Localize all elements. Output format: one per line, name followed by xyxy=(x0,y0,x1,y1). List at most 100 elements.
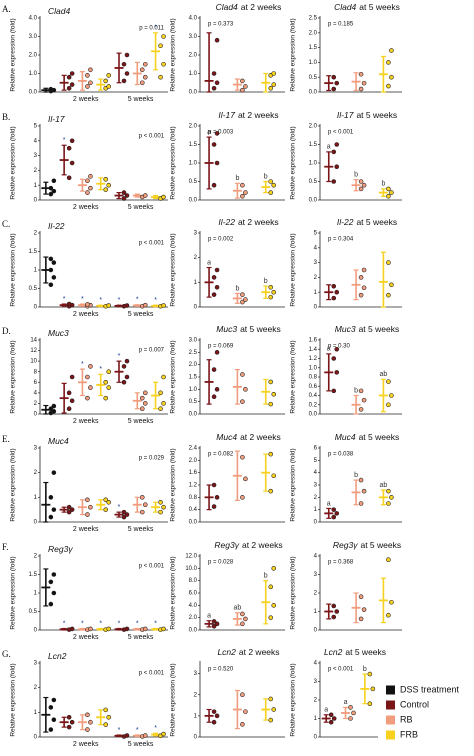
y-tick-label: 1.0 xyxy=(189,387,198,393)
y-axis-label: Relative expression (fold) xyxy=(170,663,177,736)
y-tick-label: 8.0 xyxy=(189,578,198,584)
data-point xyxy=(331,86,337,92)
y-tick-label: 1.0 xyxy=(309,60,318,66)
data-point xyxy=(271,182,277,188)
panel-title: Muc3 at 5 weeks xyxy=(216,324,280,334)
gene-name: Clad4 xyxy=(334,2,356,12)
data-point xyxy=(48,282,54,288)
y-tick-label: 1.0 xyxy=(189,71,198,77)
data-point xyxy=(268,488,274,494)
p-value: p = 0.028 xyxy=(208,560,234,566)
panel-letter: B. xyxy=(2,112,10,122)
data-point xyxy=(85,302,90,307)
data-point xyxy=(51,470,57,475)
y-tick-label: 2.4 xyxy=(189,446,198,452)
panel-title: Muc3 at 5 weeks xyxy=(335,324,399,334)
data-point xyxy=(139,395,145,401)
y-tick-label: 0.5 xyxy=(29,609,38,615)
y-tick-label: 2 xyxy=(314,591,318,597)
data-point xyxy=(358,86,364,92)
data-point xyxy=(240,692,245,698)
data-point xyxy=(211,504,217,509)
data-point xyxy=(88,385,93,390)
data-point xyxy=(211,71,217,76)
y-tick-label: 2.0 xyxy=(189,53,198,59)
data-point xyxy=(85,512,90,517)
y-tick-label: 4 xyxy=(314,245,318,251)
data-point xyxy=(121,514,127,520)
y-tick-label: 3 xyxy=(314,679,318,685)
data-point xyxy=(161,626,166,632)
panel: Il-22 at 2 weeks p = 0.002 Relative express… xyxy=(170,217,285,311)
legend-label: FRB xyxy=(400,729,418,739)
data-point xyxy=(161,374,166,380)
title-suffix: at 5 weeks xyxy=(345,647,386,657)
y-axis-label: Relative expression (fold) xyxy=(290,556,297,629)
y-tick-label: 1 xyxy=(34,710,38,716)
y-tick-label: 0.5 xyxy=(309,179,318,185)
y-tick-label: 1.2 xyxy=(189,483,198,489)
y-tick-label: 0.0 xyxy=(309,412,318,418)
gene-name: Il-22 xyxy=(48,221,65,231)
data-point xyxy=(85,84,90,89)
y-tick-label: 10.0 xyxy=(185,566,197,572)
significance-label: b xyxy=(235,285,239,292)
data-point xyxy=(331,74,337,80)
gene-name: Il-17 xyxy=(337,110,354,120)
y-tick-label: 4 xyxy=(34,138,38,144)
y-tick-label: 10 xyxy=(30,359,37,365)
data-point xyxy=(124,303,130,308)
data-point xyxy=(240,292,245,297)
y-tick-label: 0.0 xyxy=(189,198,198,204)
y-tick-label: 3 xyxy=(34,153,38,159)
x-group-label: 5 weeks xyxy=(128,418,154,425)
data-point xyxy=(85,727,90,732)
data-point xyxy=(386,83,391,89)
significance-label: * xyxy=(154,725,157,732)
significance-label: * xyxy=(99,297,102,304)
data-point xyxy=(361,488,367,494)
y-tick-label: 0 xyxy=(194,305,198,311)
x-group-label: 2 weeks xyxy=(73,96,99,103)
significance-label: * xyxy=(136,297,139,304)
panel-title: Il-17 at 2 weeks xyxy=(218,110,278,120)
significance-label: * xyxy=(136,620,139,627)
data-point xyxy=(211,623,217,629)
data-point xyxy=(271,603,277,608)
panel-letter: A. xyxy=(2,4,11,14)
panel-title: Lcn2 at 2 weeks xyxy=(217,647,279,657)
legend-swatch xyxy=(386,715,395,725)
panel: Il-17 at 2 weeks p = 0.003 Relative express… xyxy=(170,110,285,204)
y-tick-label: 1 xyxy=(194,280,198,286)
panel: Il-22 at 5 weeks p = 0.304 Relative express… xyxy=(290,217,402,311)
x-group-label: 5 weeks xyxy=(128,634,154,641)
y-axis-label: Relative expression (fold) xyxy=(290,340,297,413)
data-point xyxy=(243,387,248,392)
y-tick-label: 1.5 xyxy=(189,375,198,381)
panel-title: Il-17 at 5 weeks xyxy=(337,110,397,120)
data-point xyxy=(51,403,57,409)
data-point xyxy=(103,722,109,727)
data-point xyxy=(106,385,112,390)
y-tick-label: 1 xyxy=(34,183,38,189)
data-point xyxy=(139,406,145,412)
y-tick-label: 5 xyxy=(34,124,38,130)
data-point xyxy=(358,594,364,600)
panel: Muc4 at 5 weeks p = 0.038 Relative expressi… xyxy=(290,432,402,526)
data-point xyxy=(103,176,109,182)
y-tick-label: 0.0 xyxy=(309,90,318,96)
data-point xyxy=(51,260,57,265)
gene-name: Clad4 xyxy=(48,6,70,16)
title-suffix: at 2 weeks xyxy=(238,110,279,120)
data-point xyxy=(48,406,54,412)
data-point xyxy=(121,379,127,385)
y-tick-label: 14 xyxy=(30,338,37,344)
data-point xyxy=(389,74,394,80)
data-point xyxy=(268,179,274,184)
y-tick-label: 3 xyxy=(34,446,38,452)
data-point xyxy=(106,626,112,632)
significance-label: b xyxy=(354,387,358,394)
data-point xyxy=(361,397,367,403)
data-point xyxy=(142,302,148,308)
data-point xyxy=(142,401,148,406)
